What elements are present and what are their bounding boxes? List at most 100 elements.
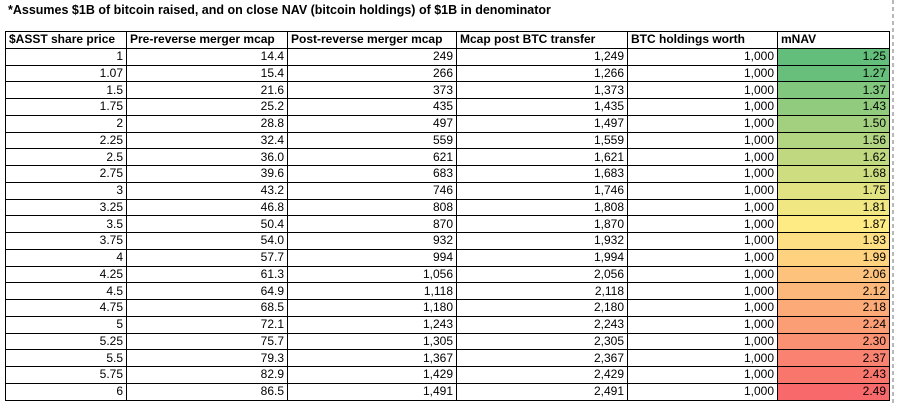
table-cell[interactable]: 28.8 (126, 114, 288, 133)
mnav-cell[interactable]: 1.56 (777, 131, 890, 150)
table-cell[interactable]: 39.6 (126, 165, 288, 183)
table-cell[interactable]: 1,249 (456, 47, 628, 66)
table-cell[interactable]: 1.07 (5, 64, 127, 83)
table-cell[interactable]: 82.9 (126, 366, 288, 384)
table-cell[interactable]: 1,373 (456, 81, 628, 99)
table-cell[interactable]: 79.3 (126, 349, 288, 367)
table-cell[interactable]: 1,000 (627, 315, 778, 334)
table-cell[interactable]: 3.25 (5, 198, 127, 217)
table-cell[interactable]: 1,243 (287, 315, 457, 334)
table-cell[interactable]: 36.0 (126, 148, 288, 166)
table-cell[interactable]: 2,367 (456, 349, 628, 367)
table-cell[interactable]: 4 (5, 248, 127, 267)
table-cell[interactable]: 746 (287, 181, 457, 200)
table-cell[interactable]: 1,000 (627, 165, 778, 183)
table-cell[interactable]: 5.25 (5, 332, 127, 351)
table-cell[interactable]: 1,000 (627, 366, 778, 384)
table-cell[interactable]: 1,118 (287, 282, 457, 300)
mnav-cell[interactable]: 1.87 (777, 215, 890, 233)
table-cell[interactable]: 3.75 (5, 232, 127, 250)
table-cell[interactable]: 3.5 (5, 215, 127, 233)
table-cell[interactable]: 2,056 (456, 265, 628, 284)
table-cell[interactable]: 1,000 (627, 198, 778, 217)
table-cell[interactable]: 1,000 (627, 265, 778, 284)
table-cell[interactable]: 497 (287, 114, 457, 133)
table-cell[interactable]: 2,429 (456, 366, 628, 384)
table-cell[interactable]: 1,000 (627, 181, 778, 200)
table-cell[interactable]: 57.7 (126, 248, 288, 267)
table-cell[interactable]: 68.5 (126, 299, 288, 317)
mnav-cell[interactable]: 2.18 (777, 299, 890, 317)
table-cell[interactable]: 25.2 (126, 98, 288, 116)
table-cell[interactable]: 1,559 (456, 131, 628, 150)
table-cell[interactable]: 61.3 (126, 265, 288, 284)
table-cell[interactable]: 1,000 (627, 349, 778, 367)
table-cell[interactable]: 2,118 (456, 282, 628, 300)
column-header-pre-reverse-merger-mcap[interactable]: Pre-reverse merger mcap (126, 31, 288, 49)
mnav-cell[interactable]: 2.30 (777, 332, 890, 351)
table-cell[interactable]: 86.5 (126, 382, 288, 401)
table-cell[interactable]: 2,491 (456, 382, 628, 401)
mnav-cell[interactable]: 2.24 (777, 315, 890, 334)
table-cell[interactable]: 1,429 (287, 366, 457, 384)
table-cell[interactable]: 72.1 (126, 315, 288, 334)
table-cell[interactable]: 1,056 (287, 265, 457, 284)
table-cell[interactable]: 1,000 (627, 215, 778, 233)
table-cell[interactable]: 1,000 (627, 282, 778, 300)
table-cell[interactable]: 1,000 (627, 382, 778, 401)
table-cell[interactable]: 5.75 (5, 366, 127, 384)
column-header-mcap-post-btc-transfer[interactable]: Mcap post BTC transfer (456, 31, 628, 49)
table-cell[interactable]: 1,000 (627, 114, 778, 133)
mnav-cell[interactable]: 1.68 (777, 165, 890, 183)
table-cell[interactable]: 1,994 (456, 248, 628, 267)
column-header-asst-share-price[interactable]: $ASST share price (5, 31, 127, 49)
table-cell[interactable]: 266 (287, 64, 457, 83)
table-cell[interactable]: 1,000 (627, 98, 778, 116)
mnav-cell[interactable]: 1.62 (777, 148, 890, 166)
table-cell[interactable]: 559 (287, 131, 457, 150)
table-cell[interactable]: 64.9 (126, 282, 288, 300)
table-cell[interactable]: 1,746 (456, 181, 628, 200)
table-cell[interactable]: 21.6 (126, 81, 288, 99)
table-cell[interactable]: 1,497 (456, 114, 628, 133)
mnav-cell[interactable]: 1.75 (777, 181, 890, 200)
mnav-cell[interactable]: 1.81 (777, 198, 890, 217)
mnav-cell[interactable]: 1.43 (777, 98, 890, 116)
table-cell[interactable]: 1,000 (627, 248, 778, 267)
table-cell[interactable]: 1,305 (287, 332, 457, 351)
table-cell[interactable]: 2.25 (5, 131, 127, 150)
table-cell[interactable]: 1,932 (456, 232, 628, 250)
table-cell[interactable]: 994 (287, 248, 457, 267)
table-cell[interactable]: 2,305 (456, 332, 628, 351)
table-cell[interactable]: 249 (287, 47, 457, 66)
table-cell[interactable]: 14.4 (126, 47, 288, 66)
table-cell[interactable]: 683 (287, 165, 457, 183)
mnav-cell[interactable]: 1.93 (777, 232, 890, 250)
table-cell[interactable]: 1.75 (5, 98, 127, 116)
column-header-post-reverse-merger-mcap[interactable]: Post-reverse merger mcap (287, 31, 457, 49)
mnav-cell[interactable]: 2.12 (777, 282, 890, 300)
table-cell[interactable]: 75.7 (126, 332, 288, 351)
table-cell[interactable]: 435 (287, 98, 457, 116)
table-cell[interactable]: 46.8 (126, 198, 288, 217)
table-cell[interactable]: 1,808 (456, 198, 628, 217)
table-cell[interactable]: 870 (287, 215, 457, 233)
mnav-cell[interactable]: 1.25 (777, 47, 890, 66)
column-header-mnav[interactable]: mNAV (777, 31, 890, 49)
table-cell[interactable]: 54.0 (126, 232, 288, 250)
table-cell[interactable]: 1,435 (456, 98, 628, 116)
table-cell[interactable]: 1,000 (627, 232, 778, 250)
table-cell[interactable]: 5.5 (5, 349, 127, 367)
table-cell[interactable]: 1,683 (456, 165, 628, 183)
table-cell[interactable]: 1,621 (456, 148, 628, 166)
table-cell[interactable]: 4.5 (5, 282, 127, 300)
table-cell[interactable]: 32.4 (126, 131, 288, 150)
table-cell[interactable]: 1,491 (287, 382, 457, 401)
table-cell[interactable]: 2 (5, 114, 127, 133)
table-cell[interactable]: 1,000 (627, 332, 778, 351)
table-cell[interactable]: 15.4 (126, 64, 288, 83)
table-cell[interactable]: 2,180 (456, 299, 628, 317)
table-cell[interactable]: 1 (5, 47, 127, 66)
mnav-cell[interactable]: 1.99 (777, 248, 890, 267)
mnav-cell[interactable]: 2.43 (777, 366, 890, 384)
